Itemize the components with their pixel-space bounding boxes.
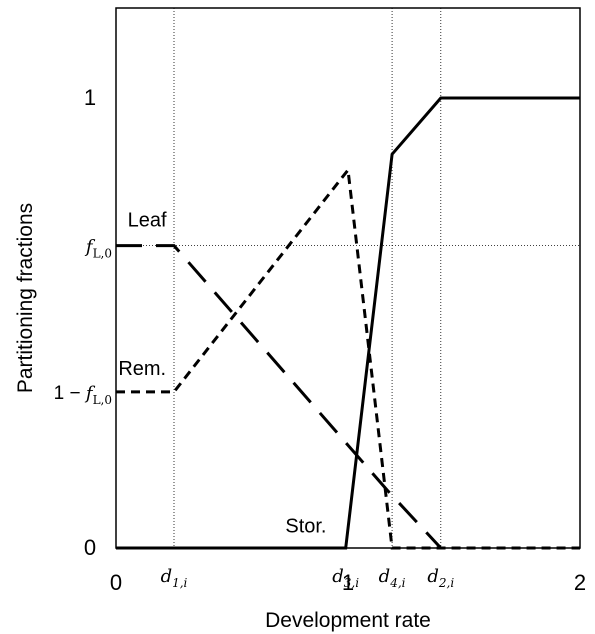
series-line-leaf [116, 244, 442, 550]
y-tick-label-1: 1 [84, 85, 96, 110]
series-layer [116, 96, 580, 550]
reference-lines [116, 8, 580, 548]
series-line-rem [116, 166, 580, 550]
y-axis-label: Partitioning fractions [14, 203, 37, 393]
x-marker-label-0: d1,i [161, 566, 188, 590]
plot-frame [115, 7, 581, 549]
annotation-leaf: Leaf [128, 209, 167, 231]
annotation-rem: Rem. [118, 358, 166, 380]
x-marker-label-3: d2,i [427, 566, 454, 590]
annotation-stor: Stor. [285, 515, 326, 537]
x-marker-label-2: d4,i [379, 566, 406, 590]
y-tick-label-0: 0 [84, 535, 96, 560]
x-tick-label-0: 0 [110, 570, 122, 595]
series-line-stor [116, 96, 580, 550]
y-tick-label-3: 1 − fL,0 [54, 383, 112, 407]
y-tick-label-2: fL,0 [84, 237, 112, 261]
x-tick-label-1: 1 [342, 570, 354, 595]
series-annotations: Leaf Rem. Stor. [118, 209, 326, 537]
x-tick-label-2: 2 [574, 570, 586, 595]
x-axis-label: Development rate [265, 609, 431, 632]
